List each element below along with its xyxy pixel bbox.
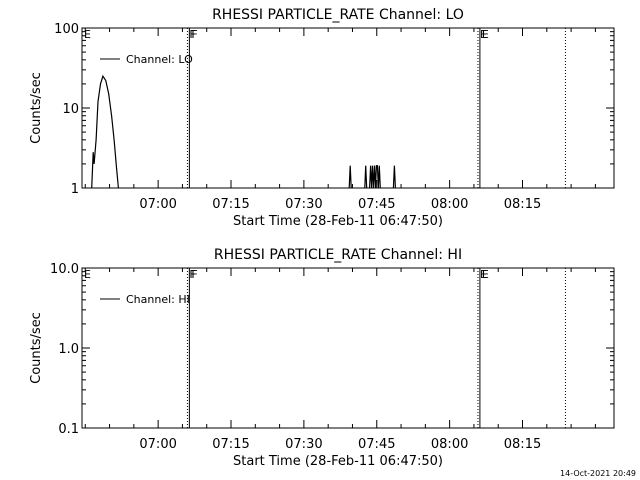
lo-xtick-label: 08:15 (504, 197, 541, 212)
hi-ytick-label: 10.0 (50, 262, 79, 277)
hi-xtick-label: 07:30 (285, 437, 322, 452)
hi-xtick-label: 07:00 (139, 437, 176, 452)
lo-ytick-label: 10 (62, 102, 79, 117)
hi-legend-label: Channel: HI (126, 293, 190, 306)
lo-xtick-label: 07:15 (212, 197, 249, 212)
lo-region-marker-label: F (189, 28, 195, 41)
lo-series-line (348, 165, 352, 189)
hi-xtick-label: 07:15 (212, 437, 249, 452)
lo-ytick-label: 100 (54, 22, 79, 37)
hi-ytick-label: 0.1 (58, 422, 79, 437)
hi-region-marker-label: F (189, 268, 195, 281)
lo-y-axis-label: Counts/sec (29, 72, 44, 144)
lo-legend-label: Channel: LO (126, 53, 193, 66)
lo-region-marker-label: F (191, 28, 197, 41)
lo-plot-frame (81, 27, 615, 189)
hi-region-marker-label: F (191, 268, 197, 281)
hi-plot-frame (81, 267, 615, 429)
lo-region-marker-label: E (84, 28, 91, 41)
hi-y-axis-label: Counts/sec (29, 312, 44, 384)
lo-ytick-label: 1 (71, 182, 79, 197)
lo-chart-title: RHESSI PARTICLE_RATE Channel: LO (212, 7, 464, 23)
lo-region-marker-label: E (482, 28, 489, 41)
hi-region-marker-label: E (482, 268, 489, 281)
hi-ytick-label: 1.0 (58, 342, 79, 357)
lo-xtick-label: 07:30 (285, 197, 322, 212)
lo-xtick-label: 07:00 (139, 197, 176, 212)
hi-region-marker-label: E (480, 268, 487, 281)
lo-series-line (364, 165, 368, 189)
lo-x-axis-label: Start Time (28-Feb-11 06:47:50) (233, 214, 443, 229)
hi-xtick-label: 07:45 (358, 437, 395, 452)
hi-chart-title: RHESSI PARTICLE_RATE Channel: HI (214, 247, 462, 263)
hi-x-axis-label: Start Time (28-Feb-11 06:47:50) (233, 454, 443, 469)
hi-xtick-label: 08:15 (504, 437, 541, 452)
lo-xtick-label: 07:45 (358, 197, 395, 212)
lo-series-line (369, 165, 381, 189)
lo-series-line (392, 165, 396, 189)
lo-xtick-label: 08:00 (431, 197, 468, 212)
footer-timestamp: 14-Oct-2021 20:49 (560, 469, 636, 478)
lo-series-line (91, 74, 119, 189)
hi-region-marker-label: E (84, 268, 91, 281)
hi-xtick-label: 08:00 (431, 437, 468, 452)
lo-region-marker-label: E (480, 28, 487, 41)
